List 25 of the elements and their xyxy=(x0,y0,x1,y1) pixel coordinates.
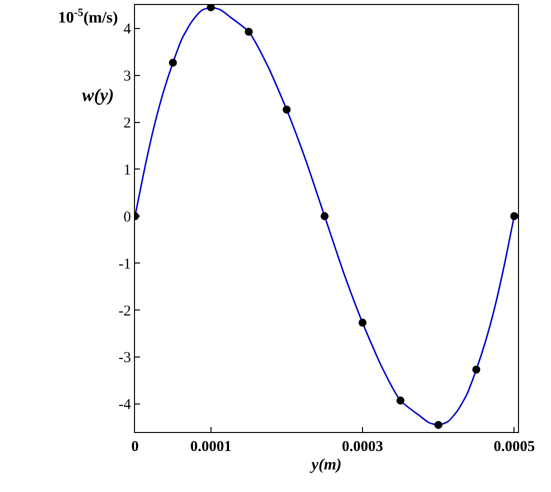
y-tick-label: 4 xyxy=(124,22,132,38)
point xyxy=(320,212,329,220)
y-tick-label: 2 xyxy=(124,116,131,132)
x-tick-label: 0.0005 xyxy=(494,439,535,455)
y-tick-label: 1 xyxy=(124,162,131,178)
text: 10$^{-5}$(m/s) xyxy=(58,7,118,27)
point xyxy=(434,420,442,429)
point xyxy=(472,366,480,374)
point xyxy=(396,396,404,405)
point xyxy=(168,58,177,67)
x-axis-title: y(m) xyxy=(309,456,342,474)
x-tick-label: 0.0003 xyxy=(342,439,384,455)
point xyxy=(206,5,215,12)
point xyxy=(244,28,253,36)
y-tick-label: -1 xyxy=(118,256,131,272)
point xyxy=(510,212,518,220)
y-tick-label: -4 xyxy=(118,397,132,414)
point xyxy=(358,318,367,327)
y-tick-label: -2 xyxy=(118,303,131,320)
x-tick-label: 0.0001 xyxy=(190,439,232,455)
y-axis-title: w(y) xyxy=(82,85,114,105)
y-tick-label: 0 xyxy=(124,209,131,226)
y-tick-label: -3 xyxy=(118,350,131,366)
point xyxy=(282,106,291,114)
y-tick-label: 3 xyxy=(124,68,131,85)
